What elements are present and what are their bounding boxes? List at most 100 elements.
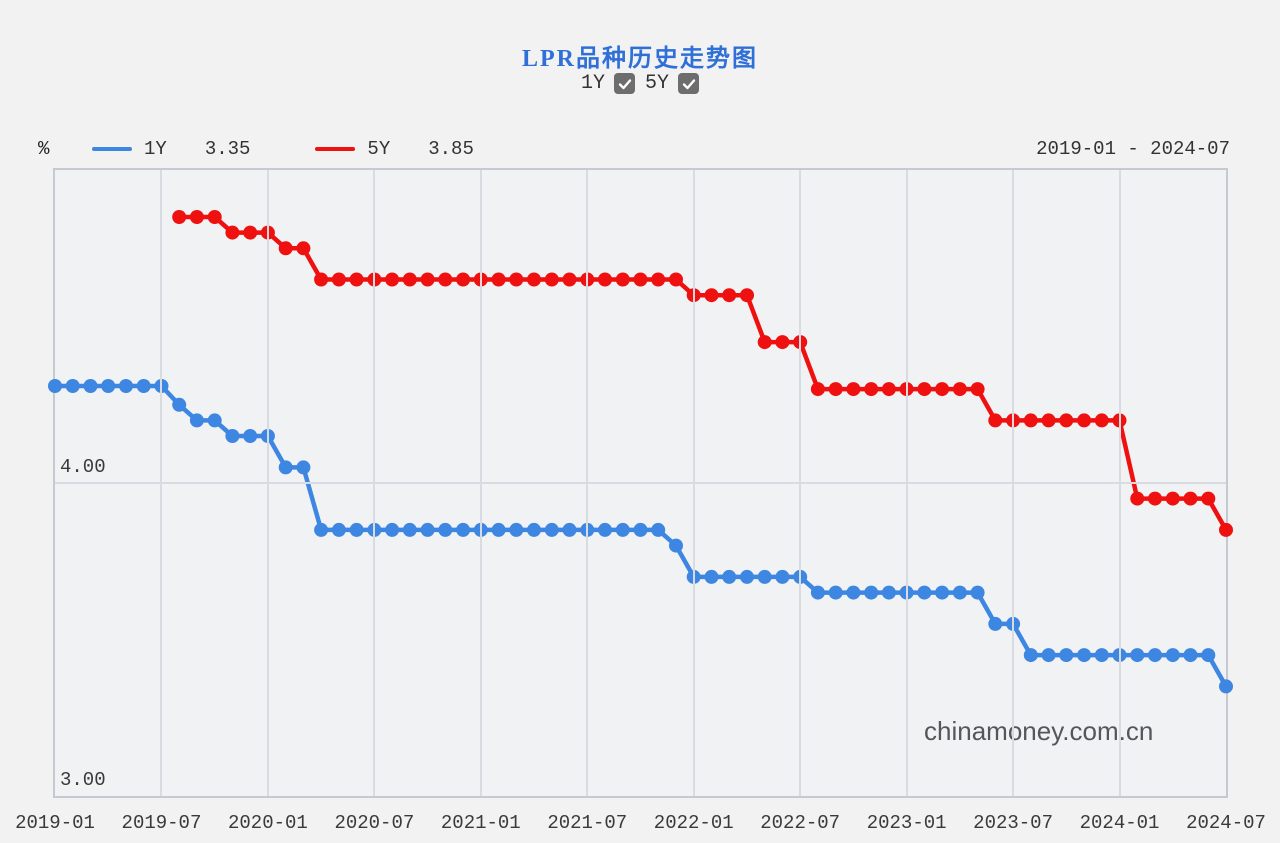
data-point-1Y-8[interactable] [189, 413, 204, 428]
data-point-5Y-45[interactable] [970, 382, 985, 397]
data-point-5Y-2[interactable] [207, 210, 222, 224]
data-point-5Y-56[interactable] [1165, 491, 1180, 506]
data-point-1Y-39[interactable] [740, 569, 754, 584]
data-point-1Y-11[interactable] [243, 429, 258, 443]
data-point-1Y-37[interactable] [704, 569, 719, 584]
data-point-1Y-3[interactable] [101, 379, 116, 393]
data-point-5Y-30[interactable] [704, 288, 719, 303]
data-point-1Y-65[interactable] [1201, 648, 1216, 663]
data-point-1Y-61[interactable] [1130, 648, 1145, 663]
data-point-5Y-31[interactable] [722, 288, 737, 303]
data-point-5Y-48[interactable] [1023, 413, 1038, 428]
data-point-5Y-3[interactable] [225, 225, 240, 240]
data-point-5Y-58[interactable] [1201, 491, 1216, 506]
data-point-5Y-4[interactable] [243, 225, 258, 240]
data-point-1Y-66[interactable] [1219, 679, 1233, 694]
data-point-5Y-36[interactable] [810, 382, 825, 397]
data-point-1Y-43[interactable] [810, 585, 825, 600]
data-point-1Y-41[interactable] [775, 569, 790, 584]
data-point-5Y-40[interactable] [881, 382, 896, 397]
data-point-5Y-14[interactable] [420, 272, 435, 287]
data-point-5Y-25[interactable] [615, 272, 630, 287]
data-point-5Y-21[interactable] [544, 272, 559, 287]
data-point-1Y-38[interactable] [722, 569, 737, 584]
data-point-1Y-34[interactable] [651, 522, 666, 537]
data-point-1Y-50[interactable] [935, 585, 950, 600]
data-point-1Y-55[interactable] [1023, 648, 1038, 663]
data-point-5Y-7[interactable] [296, 241, 311, 256]
data-point-1Y-29[interactable] [562, 522, 577, 537]
data-point-1Y-2[interactable] [83, 379, 98, 393]
data-point-1Y-49[interactable] [917, 585, 932, 600]
data-point-1Y-35[interactable] [669, 538, 683, 553]
data-point-5Y-39[interactable] [864, 382, 879, 397]
data-point-5Y-22[interactable] [562, 272, 577, 287]
data-point-5Y-9[interactable] [331, 272, 346, 287]
data-point-1Y-63[interactable] [1165, 648, 1180, 663]
data-point-1Y-10[interactable] [225, 429, 240, 443]
data-point-1Y-27[interactable] [527, 522, 541, 537]
data-point-1Y-44[interactable] [828, 585, 843, 600]
data-point-5Y-10[interactable] [349, 272, 364, 287]
data-point-1Y-33[interactable] [633, 522, 648, 537]
data-point-5Y-46[interactable] [988, 413, 1003, 428]
data-point-5Y-33[interactable] [757, 335, 772, 350]
data-point-1Y-17[interactable] [349, 522, 364, 537]
data-point-5Y-43[interactable] [935, 382, 950, 397]
data-point-5Y-20[interactable] [527, 272, 541, 287]
data-point-1Y-64[interactable] [1183, 648, 1198, 663]
data-point-1Y-56[interactable] [1041, 648, 1056, 663]
data-point-5Y-8[interactable] [314, 272, 329, 287]
data-point-1Y-21[interactable] [420, 522, 435, 537]
data-point-5Y-28[interactable] [669, 272, 683, 287]
toggle-1y-checkbox[interactable] [614, 73, 635, 94]
data-point-1Y-1[interactable] [65, 379, 80, 393]
data-point-1Y-20[interactable] [402, 522, 417, 537]
data-point-5Y-19[interactable] [509, 272, 524, 287]
data-point-1Y-46[interactable] [864, 585, 879, 600]
data-point-1Y-58[interactable] [1077, 648, 1092, 663]
data-point-5Y-13[interactable] [402, 272, 417, 287]
data-point-1Y-57[interactable] [1059, 648, 1074, 663]
data-point-5Y-27[interactable] [651, 272, 666, 287]
data-point-1Y-19[interactable] [385, 522, 400, 537]
data-point-1Y-4[interactable] [119, 379, 133, 393]
data-point-5Y-32[interactable] [740, 288, 754, 303]
data-point-5Y-1[interactable] [189, 210, 204, 224]
data-point-1Y-15[interactable] [314, 522, 329, 537]
data-point-5Y-15[interactable] [438, 272, 453, 287]
data-point-5Y-34[interactable] [775, 335, 790, 350]
data-point-1Y-5[interactable] [136, 379, 151, 393]
data-point-1Y-23[interactable] [456, 522, 471, 537]
data-point-1Y-62[interactable] [1148, 648, 1162, 663]
data-point-5Y-16[interactable] [456, 272, 471, 287]
data-point-1Y-32[interactable] [615, 522, 630, 537]
data-point-1Y-25[interactable] [491, 522, 506, 537]
chart-plot-area[interactable]: chinamoney.com.cn 2019-01 2019-07 2020-01 2… [15, 168, 1266, 834]
data-point-1Y-0[interactable] [48, 379, 62, 393]
data-point-5Y-51[interactable] [1077, 413, 1092, 428]
data-point-5Y-55[interactable] [1148, 491, 1162, 506]
data-point-1Y-47[interactable] [881, 585, 896, 600]
data-point-5Y-50[interactable] [1059, 413, 1074, 428]
data-point-1Y-7[interactable] [172, 397, 187, 412]
data-point-1Y-51[interactable] [952, 585, 967, 600]
data-point-1Y-16[interactable] [331, 522, 346, 537]
data-point-1Y-53[interactable] [988, 616, 1003, 631]
data-point-5Y-37[interactable] [828, 382, 843, 397]
toggle-5y-checkbox[interactable] [678, 73, 700, 94]
data-point-5Y-26[interactable] [633, 272, 648, 287]
data-point-1Y-9[interactable] [207, 413, 222, 428]
data-point-5Y-6[interactable] [278, 241, 293, 256]
data-point-1Y-45[interactable] [846, 585, 861, 600]
data-point-1Y-31[interactable] [598, 522, 612, 537]
data-point-1Y-52[interactable] [970, 585, 985, 600]
data-point-5Y-24[interactable] [598, 272, 612, 287]
data-point-5Y-38[interactable] [846, 382, 861, 397]
data-point-5Y-49[interactable] [1041, 413, 1056, 428]
data-point-1Y-28[interactable] [544, 522, 559, 537]
data-point-5Y-59[interactable] [1219, 522, 1233, 537]
data-point-5Y-54[interactable] [1130, 491, 1145, 506]
data-point-1Y-14[interactable] [296, 460, 311, 475]
data-point-5Y-0[interactable] [172, 210, 187, 224]
